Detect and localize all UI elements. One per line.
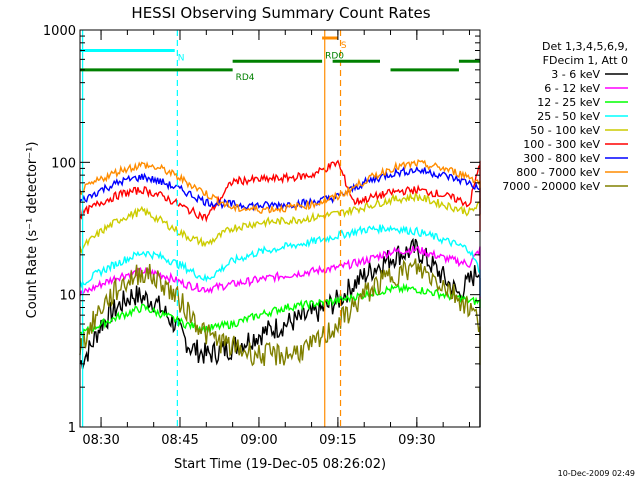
legend-label: 300 - 800 keV bbox=[523, 152, 600, 165]
y-axis-label: Count Rate (s⁻¹ detector⁻¹) bbox=[25, 142, 40, 319]
legend-label: 6 - 12 keV bbox=[544, 82, 600, 95]
legend-header-line: FDecim 1, Att 0 bbox=[543, 54, 628, 67]
x-tick-label: 09:15 bbox=[319, 433, 356, 448]
x-axis-label: Start Time (19-Dec-05 08:26:02) bbox=[174, 457, 386, 472]
legend-label: 3 - 6 keV bbox=[551, 68, 600, 81]
legend-label: 50 - 100 keV bbox=[530, 124, 600, 137]
plot-frame bbox=[79, 29, 481, 428]
legend-header-line: Det 1,3,4,5,6,9, bbox=[542, 40, 628, 53]
state-label-s: S bbox=[341, 41, 347, 51]
y-tick-label: 1 bbox=[68, 421, 76, 436]
chart-title: HESSI Observing Summary Count Rates bbox=[131, 4, 430, 22]
legend-label: 7000 - 20000 keV bbox=[502, 180, 600, 193]
y-tick-label: 10 bbox=[59, 289, 76, 304]
y-tick-label: 1000 bbox=[43, 24, 76, 39]
x-tick-label: 09:30 bbox=[398, 433, 435, 448]
y-tick-label: 100 bbox=[51, 156, 76, 171]
x-tick-label: 08:30 bbox=[82, 433, 119, 448]
legend-label: 25 - 50 keV bbox=[537, 110, 600, 123]
legend-label: 12 - 25 keV bbox=[537, 96, 600, 109]
legend-label: 100 - 300 keV bbox=[523, 138, 600, 151]
footer-timestamp: 10-Dec-2009 02:49 bbox=[558, 469, 635, 478]
x-tick-label: 09:00 bbox=[240, 433, 277, 448]
x-tick-label: 08:45 bbox=[161, 433, 198, 448]
state-label-rd0: RD0 bbox=[325, 51, 344, 61]
legend-label: 800 - 7000 keV bbox=[516, 166, 600, 179]
state-label-rd4: RD4 bbox=[236, 73, 255, 83]
state-label-n: N bbox=[178, 53, 185, 63]
